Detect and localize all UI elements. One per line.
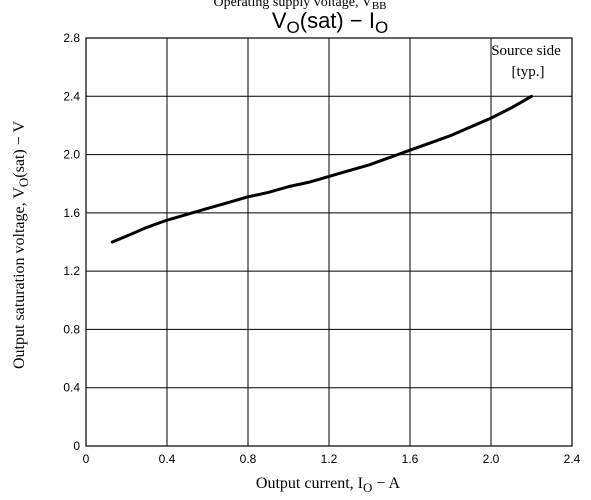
y-tick-label: 2.0 [63, 148, 80, 162]
y-tick-label: 2.8 [63, 31, 80, 45]
x-tick-label: 0.8 [240, 452, 257, 466]
x-tick-label: 0 [83, 452, 90, 466]
x-tick-label: 2.0 [483, 452, 500, 466]
x-tick-label: 1.2 [321, 452, 338, 466]
x-tick-label: 1.6 [402, 452, 419, 466]
y-tick-label: 0.4 [63, 381, 80, 395]
x-tick-labels: 0 0.4 0.8 1.2 1.6 2.0 2.4 [83, 452, 581, 466]
y-tick-label: 0 [73, 439, 80, 453]
cut-header-text: Operating supply voltage, VBB [213, 0, 386, 12]
y-tick-labels: 0 0.4 0.8 1.2 1.6 2.0 2.4 2.8 [63, 31, 80, 453]
y-tick-label: 0.8 [63, 322, 80, 336]
annotation-typ: [typ.] [512, 64, 545, 80]
plot-frame [85, 37, 573, 447]
grid-lines [86, 38, 572, 446]
annotation-source-side: Source side [491, 43, 561, 59]
x-tick-label: 2.4 [564, 452, 581, 466]
y-tick-label: 1.2 [63, 264, 80, 278]
y-tick-label: 2.4 [63, 89, 80, 103]
series-line-source-side [110, 94, 533, 244]
x-tick-label: 0.4 [159, 452, 176, 466]
x-axis-label: Output current, IO − A [256, 475, 401, 495]
chart-title: VO(sat) − IO [272, 8, 388, 37]
y-axis-label: Output saturation voltage, VO(sat) − V [11, 121, 31, 369]
y-tick-label: 1.6 [63, 206, 80, 220]
